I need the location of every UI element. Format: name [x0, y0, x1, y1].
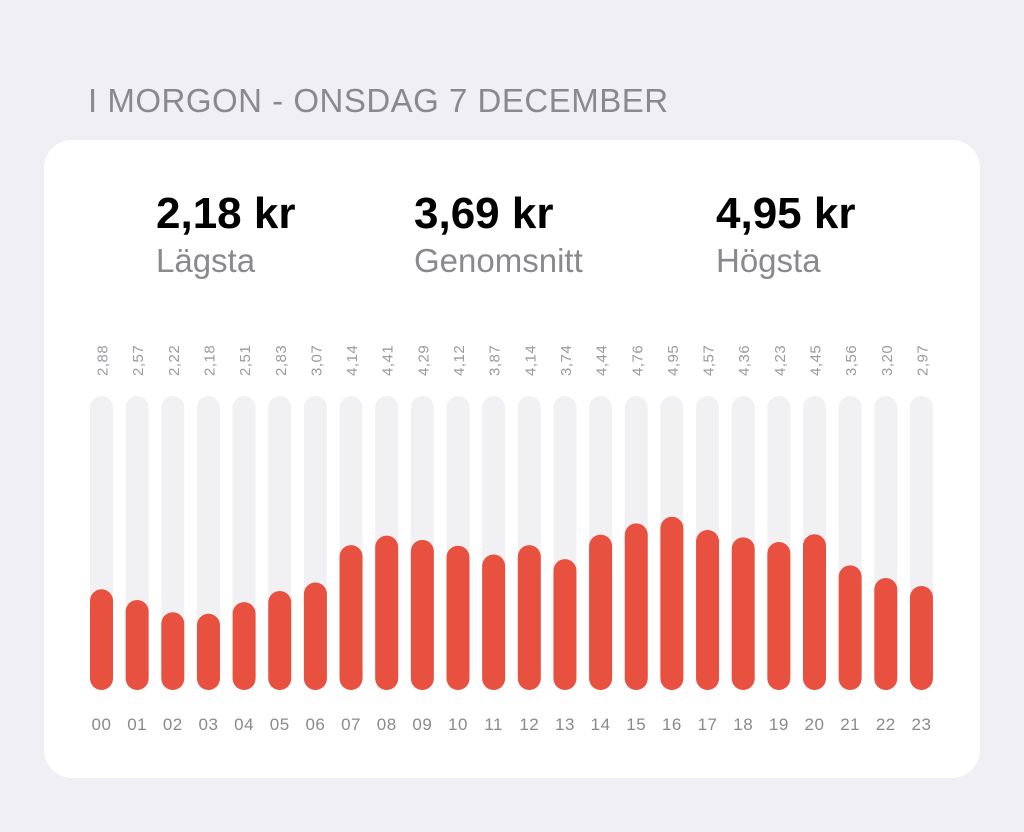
price-bar[interactable]: [482, 554, 506, 690]
hourly-price-chart: 2,88 00 2,57 01 2,22 02 2,18 03 2,51 04 2,83 05 3,07…: [90, 345, 933, 734]
hour-tick-label: 07: [341, 715, 361, 734]
stat-avg-label: Genomsnitt: [414, 242, 583, 279]
bar-value-label: 4,44: [594, 345, 611, 376]
price-bar[interactable]: [410, 539, 434, 690]
price-bar[interactable]: [803, 534, 826, 690]
price-bar[interactable]: [838, 565, 862, 690]
bar-value-label: 4,76: [629, 345, 646, 376]
bar-value-label: 4,41: [380, 345, 397, 376]
price-bar[interactable]: [232, 602, 256, 690]
hour-tick-label: 19: [769, 715, 789, 734]
hour-tick-label: 16: [662, 715, 682, 734]
hour-tick-label: 10: [448, 715, 468, 734]
price-bar[interactable]: [874, 578, 898, 690]
price-bar[interactable]: [624, 523, 648, 690]
price-card: 2,18 kr Lägsta 3,69 kr Genomsnitt 4,95 k…: [44, 140, 980, 778]
bar-value-label: 4,36: [736, 345, 753, 376]
hour-tick-label: 08: [377, 715, 397, 734]
bar-value-label: 4,95: [665, 345, 682, 376]
price-bar[interactable]: [767, 541, 791, 690]
hour-tick-label: 04: [234, 715, 254, 734]
price-bar[interactable]: [375, 535, 399, 690]
price-bar[interactable]: [90, 589, 113, 690]
stat-min-label: Lägsta: [156, 242, 256, 279]
hour-tick-label: 09: [412, 715, 432, 734]
hour-tick-label: 20: [805, 715, 825, 734]
price-bar[interactable]: [125, 600, 149, 690]
bar-value-label: 2,97: [914, 345, 931, 376]
bar-value-label: 2,18: [201, 345, 218, 376]
bar-value-label: 4,14: [522, 345, 539, 376]
hour-tick-label: 11: [484, 715, 503, 734]
price-bar[interactable]: [553, 559, 577, 690]
hour-tick-label: 03: [198, 715, 218, 734]
bar-value-label: 3,56: [843, 345, 860, 376]
price-bar[interactable]: [339, 545, 363, 690]
bar-value-label: 4,23: [772, 345, 789, 376]
price-bar[interactable]: [731, 537, 755, 690]
stat-min-value: 2,18 kr: [156, 189, 296, 238]
price-bar[interactable]: [446, 545, 470, 690]
bar-value-label: 4,14: [344, 345, 361, 376]
stat-max-value: 4,95 kr: [716, 189, 856, 238]
stat-max: 4,95 kr Högsta: [716, 188, 855, 282]
bar-value-label: 4,57: [701, 345, 718, 376]
bar-value-label: 2,22: [166, 345, 183, 376]
hour-tick-label: 14: [591, 715, 611, 734]
bar-value-label: 4,29: [415, 345, 432, 376]
price-bar[interactable]: [268, 590, 292, 690]
hour-tick-label: 18: [733, 715, 753, 734]
hour-tick-label: 01: [127, 715, 147, 734]
stat-avg: 3,69 kr Genomsnitt: [414, 188, 583, 282]
stat-min: 2,18 kr Lägsta: [156, 188, 295, 282]
section-header: I MORGON - ONSDAG 7 DECEMBER: [88, 82, 669, 119]
hour-tick-label: 17: [698, 715, 718, 734]
hour-tick-label: 23: [911, 715, 931, 734]
hour-tick-label: 05: [270, 715, 290, 734]
bar-value-label: 4,45: [808, 345, 825, 376]
price-bar[interactable]: [696, 530, 720, 690]
hour-tick-label: 06: [305, 715, 325, 734]
hour-tick-label: 12: [519, 715, 539, 734]
price-bar[interactable]: [660, 516, 684, 690]
hour-tick-label: 15: [626, 715, 646, 734]
price-bar[interactable]: [196, 613, 220, 690]
hour-tick-label: 22: [876, 715, 896, 734]
price-bar[interactable]: [303, 582, 327, 690]
price-bar[interactable]: [589, 534, 613, 690]
price-bar[interactable]: [909, 586, 933, 690]
stat-avg-value: 3,69 kr: [414, 189, 554, 238]
bar-value-label: 2,88: [95, 345, 112, 376]
bar-value-label: 2,57: [130, 345, 147, 376]
bar-value-label: 3,20: [879, 345, 896, 376]
bar-value-label: 2,51: [237, 345, 254, 376]
hour-tick-label: 13: [555, 715, 575, 734]
stat-max-label: Högsta: [716, 242, 821, 279]
bar-value-label: 2,83: [273, 345, 290, 376]
bar-value-label: 3,07: [308, 345, 325, 376]
price-bar[interactable]: [161, 612, 185, 690]
hour-tick-label: 00: [92, 715, 112, 734]
price-bar[interactable]: [517, 545, 541, 690]
bar-value-label: 3,87: [487, 345, 504, 376]
bar-value-label: 3,74: [558, 345, 575, 376]
hour-tick-label: 02: [163, 715, 183, 734]
hour-tick-label: 21: [840, 715, 860, 734]
bar-value-label: 4,12: [451, 345, 468, 376]
